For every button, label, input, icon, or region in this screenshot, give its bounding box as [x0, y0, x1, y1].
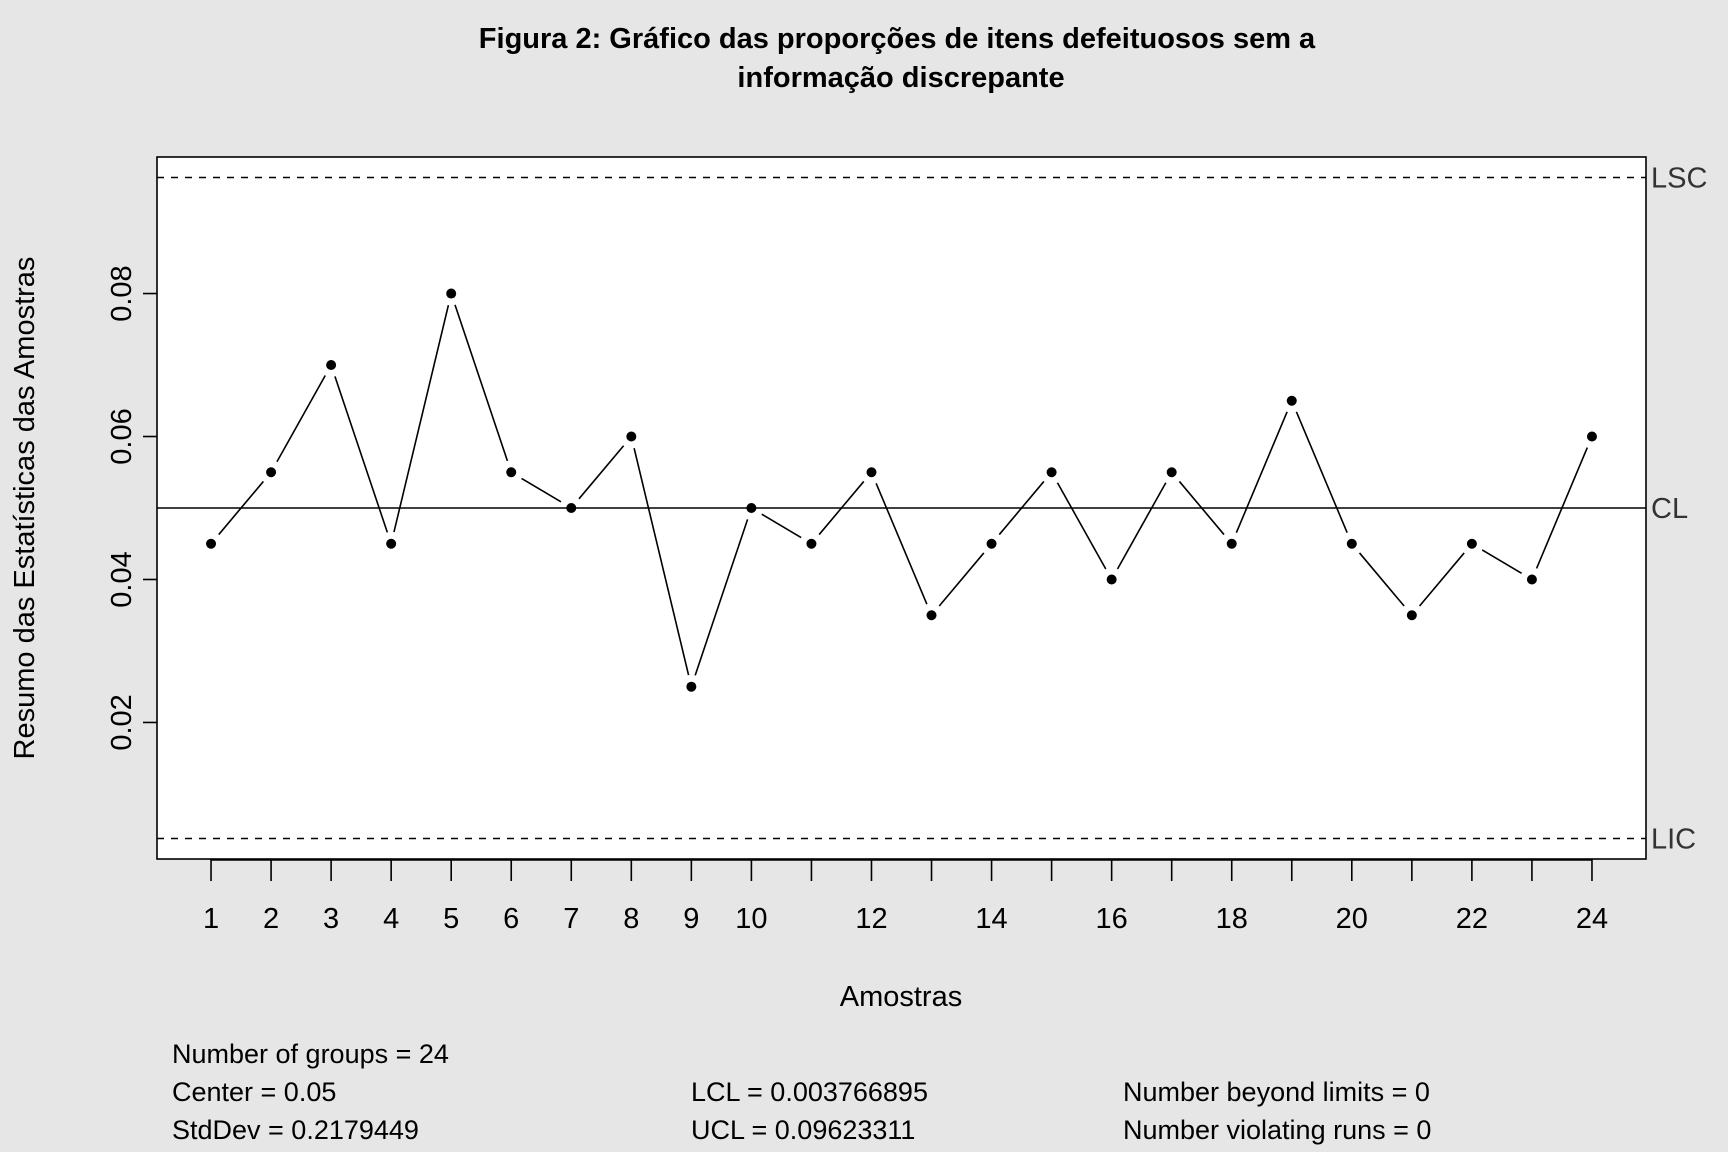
x-tick-label: 24	[1576, 903, 1608, 935]
x-tick-label: 14	[975, 903, 1007, 935]
data-point	[986, 538, 997, 549]
data-point	[266, 467, 277, 478]
data-point	[1526, 574, 1537, 585]
x-tick-label: 10	[735, 903, 767, 935]
series-segment	[1056, 482, 1107, 570]
series-segment	[998, 480, 1045, 536]
series-segment	[938, 552, 985, 607]
series-segment	[1116, 482, 1167, 570]
data-point	[326, 360, 337, 371]
data-point	[926, 610, 937, 621]
data-point	[1586, 431, 1597, 442]
data-point	[1406, 610, 1417, 621]
lcl-label: LIC	[1651, 824, 1696, 856]
series-segment	[521, 477, 562, 503]
series-segment	[276, 375, 326, 463]
chart-title-line2: informação discrepante	[737, 62, 1064, 94]
ucl-label: LSC	[1651, 162, 1707, 194]
data-point	[746, 503, 757, 513]
stat-ucl: UCL = 0.09623311	[691, 1115, 915, 1145]
y-tick-label: 0.04	[106, 551, 138, 607]
y-tick-label: 0.08	[106, 265, 138, 321]
stat-stddev: StdDev = 0.2179449	[172, 1115, 419, 1145]
data-point	[1346, 538, 1357, 549]
data-point	[626, 431, 637, 442]
stat-groups: Number of groups = 24	[172, 1039, 449, 1069]
data-point	[1286, 395, 1297, 406]
data-point	[1106, 574, 1117, 585]
stat-lcl: LCL = 0.003766895	[691, 1077, 928, 1107]
chart-title-line1: Figura 2: Gráfico das proporções de iten…	[479, 23, 1316, 55]
series-segment	[1235, 411, 1288, 533]
x-tick-label: 20	[1336, 903, 1368, 935]
y-tick-label: 0.02	[106, 694, 138, 750]
x-tick-label: 2	[263, 903, 279, 935]
y-axis-label: Resumo das Estatísticas das Amostras	[9, 257, 41, 760]
x-axis: 1 2 3 4 5 6 7 8 9 10 12 14 16 18 20 22 24	[203, 859, 1608, 935]
data-point	[866, 467, 877, 478]
x-tick-label: 16	[1096, 903, 1128, 935]
data-point	[386, 538, 397, 549]
series-segment	[694, 519, 749, 676]
data-point	[206, 538, 217, 549]
series-segment	[334, 376, 389, 533]
series-segment	[1418, 552, 1465, 607]
data-point	[1046, 467, 1057, 478]
x-tick-label: 4	[383, 903, 399, 935]
data-point	[1166, 467, 1177, 478]
series-segment	[1358, 552, 1405, 607]
x-tick-label: 5	[443, 903, 459, 935]
data-point	[686, 681, 697, 692]
x-tick-label: 8	[623, 903, 639, 935]
x-tick-label: 1	[203, 903, 219, 935]
x-tick-label: 3	[323, 903, 339, 935]
series-segment	[818, 480, 865, 536]
data-point	[1226, 538, 1237, 549]
x-tick-label: 9	[683, 903, 699, 935]
stat-violating-runs: Number violating runs = 0	[1123, 1115, 1431, 1145]
y-tick-label: 0.06	[106, 408, 138, 464]
stat-beyond-limits: Number beyond limits = 0	[1123, 1077, 1430, 1107]
series-segment	[578, 445, 625, 500]
data-point	[1466, 538, 1477, 549]
series-segment	[761, 513, 802, 539]
x-tick-label: 6	[503, 903, 519, 935]
x-tick-label: 12	[855, 903, 887, 935]
series-segment	[1481, 549, 1523, 575]
data-series	[206, 288, 1597, 692]
y-axis: 0.02 0.04 0.06 0.08	[106, 265, 157, 751]
data-point	[446, 288, 457, 299]
x-tick-label: 22	[1456, 903, 1488, 935]
center-label: CL	[1651, 493, 1688, 525]
series-segment	[218, 480, 264, 536]
x-tick-label: 7	[563, 903, 579, 935]
stat-center: Center = 0.05	[172, 1077, 336, 1107]
series-segment	[1535, 447, 1589, 569]
data-point	[566, 503, 577, 513]
x-axis-label: Amostras	[840, 981, 962, 1013]
series-segment	[454, 304, 509, 462]
data-point	[506, 467, 517, 478]
series-segment	[393, 305, 450, 533]
series-segment	[1178, 480, 1225, 536]
x-tick-label: 18	[1216, 903, 1248, 935]
series-segment	[875, 483, 928, 605]
series-segment	[1295, 411, 1348, 533]
data-point	[806, 538, 817, 549]
series-segment	[633, 447, 690, 676]
